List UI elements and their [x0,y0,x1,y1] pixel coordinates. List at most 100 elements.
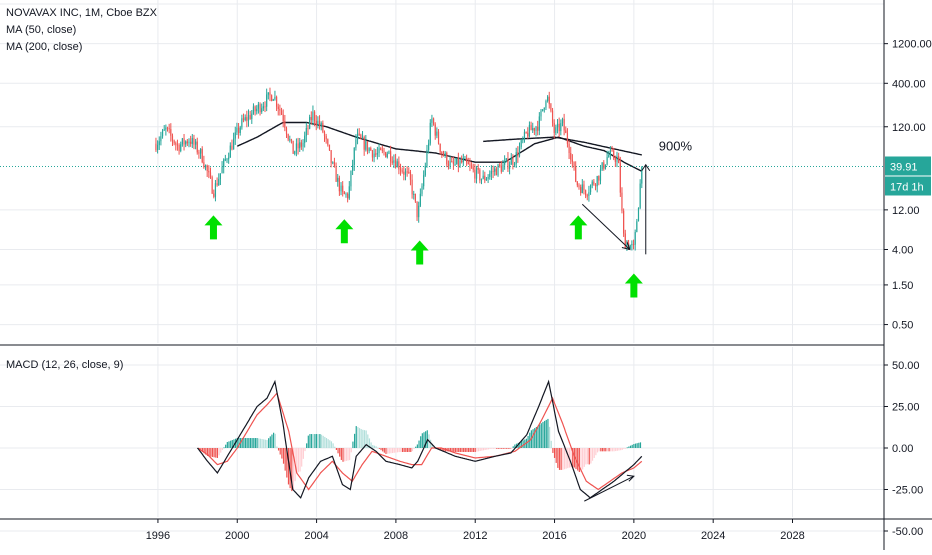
macd-hist-bar [350,448,352,453]
macd-legend[interactable]: MACD (12, 26, close, 9) [6,359,124,371]
macd-hist-bar [324,436,326,448]
candle-body [535,126,537,131]
candle-body [275,96,278,107]
candle-body [385,152,387,158]
macd-hist-bar [606,448,609,452]
candle-body [355,139,357,148]
buy-arrow-shape [624,273,643,298]
macd-hist-bar [580,448,582,472]
macd-hist-bar [542,421,544,448]
candle-body [183,138,185,145]
macd-hist-bar [611,448,613,452]
candle-body [452,161,455,165]
candle-body [606,156,608,165]
candle-body [157,145,159,151]
macd-hist-bar [365,430,367,448]
candle-body [591,181,593,186]
macd-hist-bar [563,448,566,470]
macd-tick-label: 25.00 [892,402,920,414]
symbol-title[interactable]: NOVAVAX INC, 1M, Cboe BZX [6,7,157,19]
macd-hist-bar [266,440,268,448]
candle-body [570,153,572,160]
candle-body [454,164,456,166]
candle-body [621,192,623,211]
macd-hist-bar [382,448,384,452]
macd-hist-bar [603,448,605,452]
ma200-legend[interactable]: MA (200, close) [6,41,83,53]
candle-body [578,185,580,188]
candle-body [221,167,223,174]
candle-body [623,210,625,234]
macd-hist-bar [591,448,594,461]
candle-body [155,143,157,151]
candle-body [538,116,540,131]
candle-body [223,159,225,168]
ma50-legend[interactable]: MA (50, close) [6,24,77,36]
candle-body [340,185,342,192]
candle-body [513,163,516,165]
candle-body [436,131,438,136]
macd-hist-bar [578,448,580,473]
candle-body [318,120,321,126]
candle-body [214,183,217,197]
candle-body [274,96,276,100]
candle-body [545,101,547,108]
macd-hist-bar [388,448,390,454]
candle-body [216,183,218,186]
countdown-badge-text: 17d 1h [890,181,924,193]
annotations: 900% [204,139,692,502]
candle-body [285,127,288,135]
candle-body [505,158,507,162]
buy-arrow-icon [410,240,429,265]
buy-arrow-icon [204,215,223,240]
macd-hist-bar [211,448,214,457]
candle-body [637,207,640,222]
macd-hist-bar [471,448,473,452]
candle-body [423,175,425,187]
macd-hist-bar [595,448,597,456]
macd-signal-line [197,391,643,491]
candle-body [373,153,375,158]
candle-body [246,117,248,121]
candle-body [527,132,529,137]
candle-body [482,175,484,179]
macd-hist-bar [334,446,336,448]
candle-body [447,164,450,166]
candle-body [320,123,322,126]
candle-body [328,144,331,151]
candle-body [517,152,519,157]
macd-hist-bar [548,426,551,448]
candle-body [542,109,544,111]
macd-hist-bar [413,448,415,449]
macd-hist-bar [273,432,275,448]
candle-body [619,163,621,193]
candle-body [594,184,597,187]
buy-arrow-shape [335,219,354,244]
macd-hist-bar [357,427,359,448]
macd-hist-bar [335,448,338,450]
candle-body [277,106,279,110]
macd-hist-bar [367,434,369,448]
candle-body [206,165,208,171]
macd-hist-bar [491,448,493,449]
candle-body [208,170,210,173]
candle-body [378,148,380,154]
candle-body [611,150,613,152]
macd-hist-bar [415,446,417,448]
macd-hist-bar [370,442,372,448]
candle-body [376,153,378,155]
macd-hist-bar [520,441,523,448]
macd-hist-bar [226,442,228,448]
candle-body [543,107,545,110]
macd-hist-bar [534,428,536,448]
candle-body [442,153,445,156]
candle-body [259,104,261,112]
macd-hist-bar [486,448,488,450]
macd-hist-bar [284,448,286,471]
candle-body [352,164,354,171]
candle-body [229,145,231,158]
candle-body [256,108,258,112]
gain-arrow-head [641,163,651,172]
candle-body [198,152,200,154]
